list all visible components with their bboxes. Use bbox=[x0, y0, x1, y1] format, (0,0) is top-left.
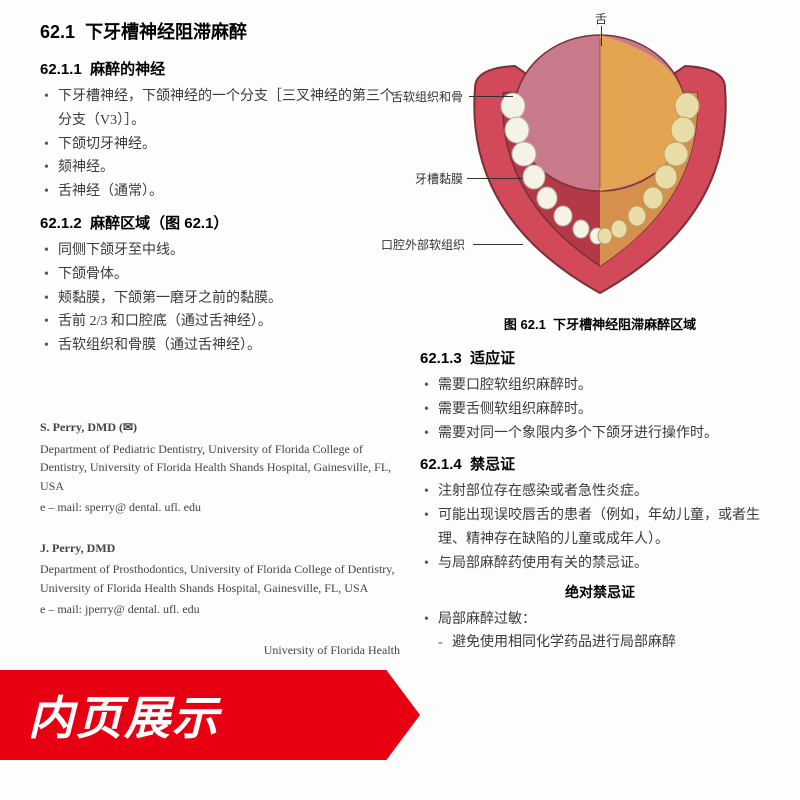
sub1-list: 下牙槽神经，下颌神经的一个分支［三叉神经的第三个分支（V3）］。 下颌切牙神经。… bbox=[40, 85, 400, 204]
list-item: 舌前 2/3 和口腔底（通过舌神经）。 bbox=[40, 310, 400, 334]
list-item: 颊黏膜，下颌第一磨牙之前的黏膜。 bbox=[40, 287, 400, 311]
list-item: 舌软组织和骨膜（通过舌神经）。 bbox=[40, 334, 400, 358]
left-column: 62.1 下牙槽神经阻滞麻醉 62.1.1 麻醉的神经 下牙槽神经，下颌神经的一… bbox=[40, 18, 412, 780]
label-tongue: 舌 bbox=[595, 10, 607, 27]
anatomy-figure: 舌 舌软组织和骨 牙槽黏膜 口腔外部软组织 bbox=[435, 18, 765, 308]
list-item: 需要对同一个象限内多个下颌牙进行操作时。 bbox=[420, 422, 780, 446]
list-item: 同侧下颌牙至中线。 bbox=[40, 239, 400, 263]
list-item: 需要舌侧软组织麻醉时。 bbox=[420, 398, 780, 422]
list-item: 下颌骨体。 bbox=[40, 263, 400, 287]
mouth-diagram-svg bbox=[435, 18, 765, 308]
sub4-title: 62.1.4 禁忌证 bbox=[420, 453, 780, 474]
section-title: 62.1 下牙槽神经阻滞麻醉 bbox=[40, 18, 400, 44]
sub3-list: 需要口腔软组织麻醉时。 需要舌侧软组织麻醉时。 需要对同一个象限内多个下颌牙进行… bbox=[420, 374, 780, 445]
author-dept: Department of Pediatric Dentistry, Unive… bbox=[40, 440, 400, 496]
sub2-list: 同侧下颌牙至中线。 下颌骨体。 颊黏膜，下颌第一磨牙之前的黏膜。 舌前 2/3 … bbox=[40, 239, 400, 358]
author-email: e – mail: jperry@ dental. ufl. edu bbox=[40, 600, 400, 619]
list-item: 局部麻醉过敏： bbox=[420, 608, 780, 632]
author-dept: Department of Prosthodontics, University… bbox=[40, 560, 400, 597]
banner-text: 内页展示 bbox=[28, 682, 220, 748]
label-mucosa: 牙槽黏膜 bbox=[415, 170, 463, 187]
list-item: 舌神经（通常）。 bbox=[40, 180, 400, 204]
sub3-title: 62.1.3 适应证 bbox=[420, 347, 780, 368]
list-item: 可能出现误咬唇舌的患者（例如，年幼儿童，或者生理、精神存在缺陷的儿童或成年人）。 bbox=[420, 504, 780, 552]
absolute-title: 绝对禁忌证 bbox=[420, 582, 780, 602]
abs-list: 局部麻醉过敏： bbox=[420, 608, 780, 632]
list-item: 下牙槽神经，下颌神经的一个分支［三叉神经的第三个分支（V3）］。 bbox=[40, 85, 400, 133]
list-item: 注射部位存在感染或者急性炎症。 bbox=[420, 480, 780, 504]
author-dept: University of Florida Health bbox=[40, 641, 400, 660]
sub2-title: 62.1.2 麻醉区域（图 62.1） bbox=[40, 212, 400, 233]
author-name: S. Perry, DMD (✉) bbox=[40, 418, 400, 437]
authors-block: S. Perry, DMD (✉) Department of Pediatri… bbox=[40, 418, 400, 699]
author-name: J. Perry, DMD bbox=[40, 539, 400, 558]
sub4-list: 注射部位存在感染或者急性炎症。 可能出现误咬唇舌的患者（例如，年幼儿童，或者生理… bbox=[420, 480, 780, 575]
label-extraoral: 口腔外部软组织 bbox=[381, 236, 465, 253]
list-item: 颏神经。 bbox=[40, 156, 400, 180]
preview-banner: 内页展示 bbox=[0, 670, 420, 760]
list-item: 需要口腔软组织麻醉时。 bbox=[420, 374, 780, 398]
list-item: 下颌切牙神经。 bbox=[40, 133, 400, 157]
abs-sub-list: 避免使用相同化学药品进行局部麻醉 bbox=[434, 631, 780, 655]
author-email: e – mail: sperry@ dental. ufl. edu bbox=[40, 498, 400, 517]
list-item: 与局部麻醉药使用有关的禁忌证。 bbox=[420, 552, 780, 576]
figure-caption: 图 62.1 下牙槽神经阻滞麻醉区域 bbox=[420, 314, 780, 333]
label-soft-bone: 舌软组织和骨 bbox=[391, 88, 463, 105]
right-column: 舌 舌软组织和骨 牙槽黏膜 口腔外部软组织 图 62.1 下牙槽神经阻滞麻醉区域… bbox=[412, 18, 780, 780]
list-item: 避免使用相同化学药品进行局部麻醉 bbox=[434, 631, 780, 655]
sub1-title: 62.1.1 麻醉的神经 bbox=[40, 58, 400, 79]
